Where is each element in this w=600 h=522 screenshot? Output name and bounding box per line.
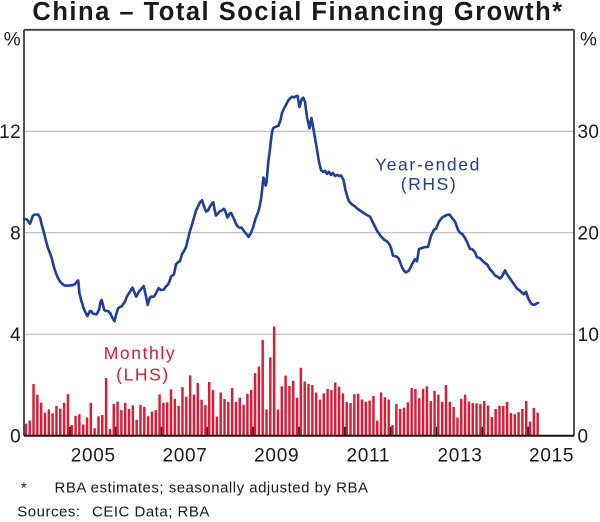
svg-text:Monthly: Monthly — [104, 343, 176, 363]
svg-text:20: 20 — [578, 224, 600, 245]
svg-text:2009: 2009 — [254, 446, 299, 467]
svg-text:0: 0 — [10, 427, 21, 448]
svg-text:(RHS): (RHS) — [401, 174, 458, 194]
svg-text:2011: 2011 — [346, 446, 390, 467]
svg-text:8: 8 — [10, 224, 21, 245]
svg-text:(LHS): (LHS) — [116, 365, 170, 385]
svg-text:30: 30 — [578, 122, 600, 143]
svg-text:China – Total Social Financing: China – Total Social Financing Growth* — [32, 0, 563, 26]
svg-text:10: 10 — [578, 325, 600, 346]
svg-text:4: 4 — [10, 325, 21, 346]
svg-text:%: % — [580, 30, 597, 51]
svg-text:Year-ended: Year-ended — [375, 155, 481, 175]
svg-text:0: 0 — [578, 427, 589, 448]
svg-text:CEIC Data; RBA: CEIC Data; RBA — [92, 504, 210, 521]
svg-text:2007: 2007 — [162, 446, 207, 467]
svg-text:Sources:: Sources: — [17, 504, 80, 521]
svg-text:RBA estimates; seasonally adju: RBA estimates; seasonally adjusted by RB… — [55, 480, 369, 497]
svg-text:12: 12 — [0, 122, 21, 143]
svg-text:2005: 2005 — [71, 446, 116, 467]
svg-text:*: * — [21, 480, 27, 497]
svg-text:2015: 2015 — [529, 446, 574, 467]
svg-text:%: % — [4, 30, 21, 51]
svg-text:2013: 2013 — [437, 446, 482, 467]
